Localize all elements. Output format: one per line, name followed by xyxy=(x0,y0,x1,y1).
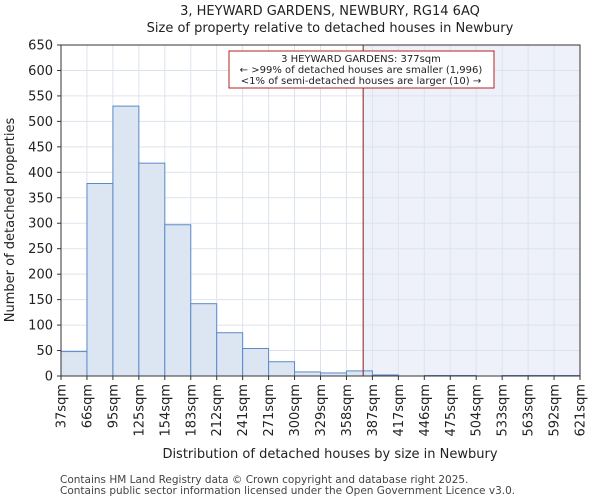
y-tick-label-450: 450 xyxy=(28,140,53,155)
y-tick-label-50: 50 xyxy=(36,344,53,359)
x-tick-label-66sqm: 66sqm xyxy=(80,384,95,428)
y-tick-label-550: 550 xyxy=(28,89,53,104)
y-tick-label-650: 650 xyxy=(28,39,53,54)
bar-66sqm xyxy=(86,183,114,377)
bar-183sqm xyxy=(190,303,218,377)
chart-subtitle: Size of property relative to detached ho… xyxy=(147,21,514,36)
y-tick-label-200: 200 xyxy=(28,268,53,283)
y-axis: 0 50 100 150 200 250 300 350 400 450 500 550 600 650 xyxy=(28,39,61,385)
y-tick-label-0: 0 xyxy=(45,370,53,385)
x-tick-label-212sqm: 212sqm xyxy=(210,384,225,437)
x-tick-label-533sqm: 533sqm xyxy=(496,384,511,437)
x-tick-label-95sqm: 95sqm xyxy=(106,384,121,428)
x-tick-label-592sqm: 592sqm xyxy=(548,384,563,437)
x-tick-label-300sqm: 300sqm xyxy=(288,384,303,437)
x-tick-label-563sqm: 563sqm xyxy=(522,384,537,437)
y-tick-label-150: 150 xyxy=(28,293,53,308)
highlight-region xyxy=(363,45,580,376)
x-tick-label-37sqm: 37sqm xyxy=(55,384,70,428)
y-tick-label-300: 300 xyxy=(28,217,53,232)
x-tick-label-183sqm: 183sqm xyxy=(184,384,199,437)
chart-title: 3, HEYWARD GARDENS, NEWBURY, RG14 6AQ xyxy=(180,4,480,19)
x-tick-label-329sqm: 329sqm xyxy=(314,384,329,437)
annotation-line-3: <1% of semi-detached houses are larger (… xyxy=(241,76,481,87)
bars xyxy=(60,105,581,377)
bar-125sqm xyxy=(138,162,166,377)
bar-271sqm xyxy=(268,361,296,377)
y-tick-label-400: 400 xyxy=(28,166,53,181)
x-tick-label-475sqm: 475sqm xyxy=(444,384,459,437)
x-tick-label-446sqm: 446sqm xyxy=(418,384,433,437)
bar-154sqm xyxy=(164,224,192,377)
y-tick-label-350: 350 xyxy=(28,191,53,206)
annotation-line-2: ← >99% of detached houses are smaller (1… xyxy=(240,65,483,76)
x-tick-label-241sqm: 241sqm xyxy=(236,384,251,437)
x-tick-label-358sqm: 358sqm xyxy=(340,384,355,437)
bar-37sqm xyxy=(60,351,88,377)
x-tick-label-387sqm: 387sqm xyxy=(366,384,381,437)
x-axis-title: Distribution of detached houses by size … xyxy=(162,447,497,462)
bar-300sqm xyxy=(294,371,321,377)
bar-241sqm xyxy=(242,348,270,377)
bar-358sqm xyxy=(345,370,373,377)
bar-212sqm xyxy=(216,332,244,377)
x-tick-label-417sqm: 417sqm xyxy=(392,384,407,437)
x-tick-label-154sqm: 154sqm xyxy=(158,384,173,437)
x-tick-label-271sqm: 271sqm xyxy=(262,384,277,437)
x-tick-label-621sqm: 621sqm xyxy=(574,384,589,437)
annotation-line-1: 3 HEYWARD GARDENS: 377sqm xyxy=(281,54,441,65)
footer-line-2: Contains public sector information licen… xyxy=(60,485,515,497)
annotation-box: 3 HEYWARD GARDENS: 377sqm ← >99% of deta… xyxy=(228,50,495,89)
y-axis-title: Number of detached properties xyxy=(3,118,18,323)
bar-95sqm xyxy=(112,105,140,377)
x-axis: 37sqm 66sqm 95sqm 125sqm 154sqm 183sqm 212sqm 2… xyxy=(55,376,589,437)
x-tick-label-504sqm: 504sqm xyxy=(470,384,485,437)
footer-line-1: Contains HM Land Registry data © Crown c… xyxy=(60,474,468,486)
y-tick-label-100: 100 xyxy=(28,319,53,334)
y-tick-label-250: 250 xyxy=(28,242,53,257)
x-tick-label-125sqm: 125sqm xyxy=(132,384,147,437)
annotation-frame xyxy=(228,50,495,89)
y-tick-label-600: 600 xyxy=(28,64,53,79)
y-tick-label-500: 500 xyxy=(28,115,53,130)
